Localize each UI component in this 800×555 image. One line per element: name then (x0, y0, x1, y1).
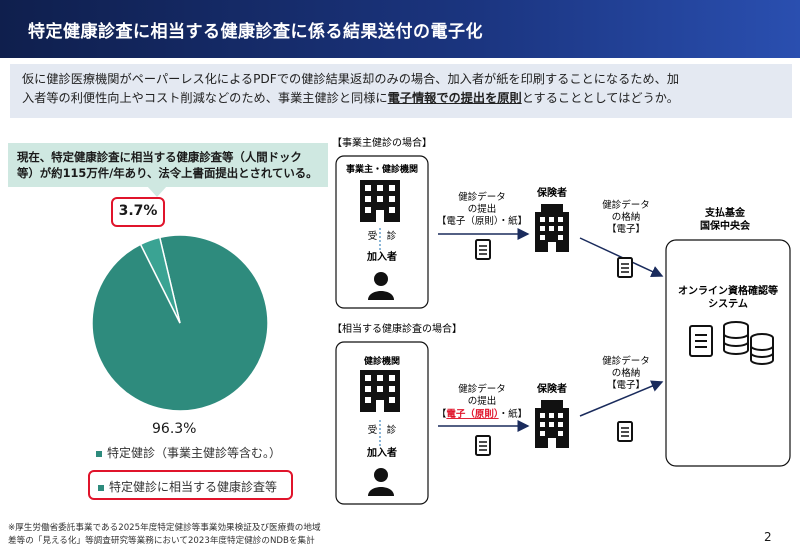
intro-line-2-post: とすることとしてはどうか。 (521, 91, 679, 105)
small-slice-label: 3.7% (111, 197, 165, 227)
header-banner: 特定健康診査に相当する健康診査に係る結果送付の電子化 (0, 0, 800, 58)
intro-line-1: 仮に健診医療機関がペーパーレス化によるPDFでの健診結果返却のみの場合、加入者が… (22, 72, 680, 86)
building-icon (360, 180, 400, 222)
store-arrow-2 (579, 380, 664, 417)
server-doc-icon (689, 325, 713, 357)
legend-item-1: 特定健診（事業主健診等含む。） (96, 444, 281, 461)
store-label-2b: の格納 (612, 367, 641, 379)
submit-mode-label-2: 【電子（原則）・紙】 (437, 408, 527, 420)
document-icon-3 (475, 435, 491, 456)
callout-line-1: 現在、特定健康診査に相当する健康診査等（人間ドック (17, 150, 302, 164)
intro-text: 仮に健診医療機関がペーパーレス化によるPDFでの健診結果返却のみの場合、加入者が… (10, 64, 792, 118)
footnote-line-2: 差等の「見える化」等調査研究等業務において2023年度特定健診のNDBを集計 (8, 536, 315, 546)
insurer-label-2: 保険者 (536, 382, 567, 395)
intro-line-2: 入者等の利便性向上やコスト削減などのため、事業主健診と同様に電子情報での提出を原… (22, 89, 780, 108)
member-label: 加入者 (366, 250, 397, 263)
insurer-label: 保険者 (536, 186, 567, 199)
fund-label-1: 支払基金 (704, 206, 746, 219)
store-mode-label: 【電子】 (607, 224, 645, 235)
employer-label: 事業主・健診機関 (346, 163, 418, 175)
store-label-1: 健診データ (602, 199, 650, 211)
pie-slice-2 (139, 236, 181, 324)
legend-text-2: 特定健診に相当する健康診査等 (109, 480, 278, 494)
section-label-employer: 【事業主健診の場合】 (332, 136, 432, 149)
large-slice-label: 96.3% (152, 421, 197, 437)
clinic-building-icon (360, 370, 400, 412)
fund-label-2: 国保中央会 (700, 219, 750, 232)
employer-box (335, 155, 429, 309)
database-icon (723, 321, 774, 365)
store-label-2: の格納 (612, 211, 641, 223)
exam-label-2: 受 診 (368, 424, 397, 436)
document-icon-2 (617, 257, 633, 278)
page-number: 2 (764, 530, 772, 544)
exam-label: 受 診 (368, 230, 397, 242)
intro-emphasis: 電子情報での提出を原則 (387, 91, 522, 105)
clinic-box (335, 341, 429, 505)
clinic-label: 健診機関 (364, 355, 400, 367)
footnote: ※厚生労働省委託事業である2025年度特定健診等事業効果検証及び医療費の地域 差… (8, 522, 321, 548)
submit-label-2: の提出 (468, 203, 497, 215)
callout-line-2: 等）が約115万件/年あり、法令上書面提出とされている。 (17, 166, 318, 180)
footnote-line-1: ※厚生労働省委託事業である2025年度特定健診等事業効果検証及び医療費の地域 (8, 523, 321, 533)
store-label-1b: 健診データ (602, 355, 650, 367)
section-label-equivalent: 【相当する健康診査の場合】 (332, 322, 462, 335)
flow-diagram: 【事業主健診の場合】 事業主・健診機関 受 診 加入者 健診データ の提出 【電… (332, 136, 791, 505)
document-icon (475, 239, 491, 260)
insurer-building-icon (535, 204, 569, 252)
legend-item-2: 特定健診に相当する健康診査等 (88, 470, 293, 500)
pie-chart (91, 234, 269, 412)
submit-mode-label: 【電子（原則）・紙】 (437, 215, 527, 227)
insurer-building-icon-2 (535, 400, 569, 448)
document-icon-4 (617, 421, 633, 442)
legend-text-1: 特定健診（事業主健診等含む。） (107, 446, 282, 460)
store-mode-label-2: 【電子】 (607, 380, 645, 391)
callout-box: 現在、特定健康診査に相当する健康診査等（人間ドック 等）が約115万件/年あり、… (8, 143, 328, 197)
submit-label-2b: の提出 (468, 395, 497, 407)
legend-swatch-2 (98, 484, 104, 491)
system-label-2: システム (708, 298, 748, 310)
intro-line-2-pre: 入者等の利便性向上やコスト削減などのため、事業主健診と同様に (22, 91, 388, 105)
system-label-1: オンライン資格確認等 (678, 284, 778, 297)
pie-slice-1 (91, 234, 269, 412)
legend-swatch-1 (96, 450, 102, 457)
member-label-2: 加入者 (366, 446, 397, 459)
submit-label-1: 健診データ (458, 191, 506, 203)
page-title: 特定健康診査に相当する健康診査に係る結果送付の電子化 (28, 22, 483, 42)
submit-label-1b: 健診データ (458, 383, 506, 395)
